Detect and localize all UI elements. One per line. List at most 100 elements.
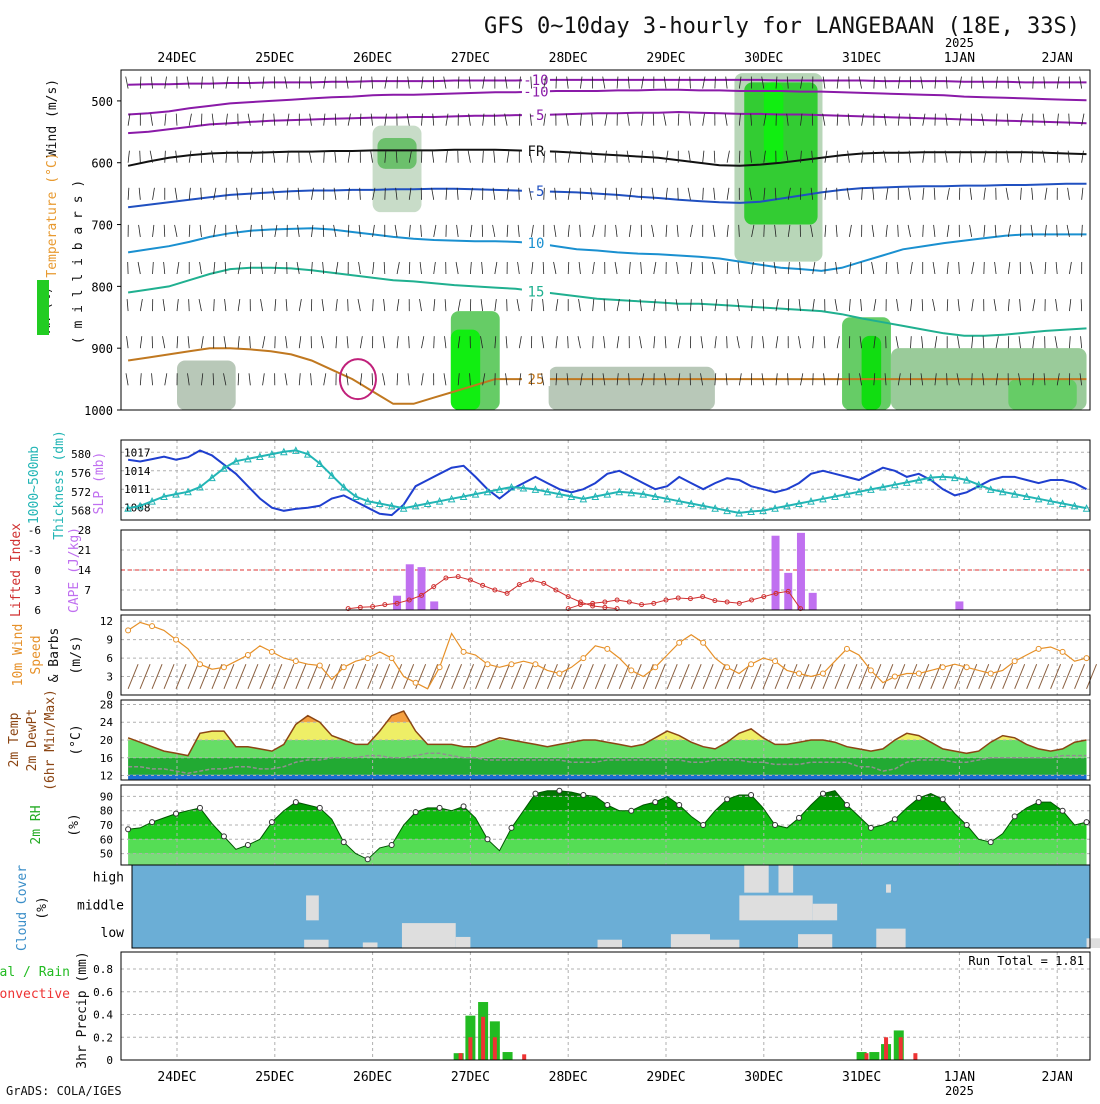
- rh-shade: [764, 82, 784, 162]
- wind-barb: [299, 151, 300, 163]
- wind-barb: [591, 151, 592, 163]
- wind-marker: [533, 662, 538, 667]
- wind-barb: [422, 373, 424, 385]
- wind-marker: [317, 663, 322, 668]
- wind-barb: [238, 299, 240, 311]
- precip-total-bar: [503, 1052, 513, 1060]
- wind-barb: [250, 225, 251, 237]
- top-date-label: 2JAN: [1042, 51, 1073, 66]
- rh-ytick-label: 60: [100, 833, 113, 846]
- rh-marker: [485, 837, 490, 842]
- wind-barb: [739, 151, 740, 163]
- wind-barb: [214, 299, 215, 311]
- wind-marker: [269, 649, 274, 654]
- wind-barb: [886, 225, 887, 237]
- rh-ytick-label: 80: [100, 805, 113, 818]
- wind-barb: [397, 262, 399, 274]
- wind-barb: [542, 336, 544, 348]
- wind-barb: [287, 188, 288, 200]
- wind-marker: [1060, 649, 1065, 654]
- wind-barb: [324, 151, 325, 163]
- wind-barb: [532, 299, 533, 311]
- wind-marker: [413, 680, 418, 685]
- wind-barb: [664, 114, 666, 126]
- wind-barb: [678, 114, 679, 126]
- cloud-background: [132, 865, 1090, 948]
- wind-barb: [127, 336, 129, 348]
- wind-barb: [849, 77, 850, 89]
- wind-barb: [616, 225, 617, 237]
- cloud-middle-bar: [813, 904, 837, 921]
- rh-shade: [1008, 379, 1076, 410]
- wind-barb: [140, 299, 142, 311]
- wind-speed-line: [128, 622, 1086, 688]
- wind-marker: [1012, 659, 1017, 664]
- rh-shade: [862, 336, 882, 410]
- bottom-date-label: 1JAN: [944, 1070, 975, 1085]
- wind-barb: [164, 225, 165, 237]
- cloud-high-bar: [778, 865, 793, 893]
- wind-barb: [409, 225, 410, 237]
- wind-barb: [372, 373, 373, 385]
- wind-barb: [1069, 336, 1070, 348]
- wind-barb: [688, 188, 690, 200]
- wind-barb: [1069, 114, 1070, 126]
- wind-barb: [642, 114, 643, 126]
- wind-barb: [128, 151, 129, 163]
- wind-barb: [677, 262, 679, 274]
- wind-barb: [566, 114, 568, 126]
- wind-barb: [996, 114, 997, 126]
- wind-barb: [628, 114, 630, 126]
- wind-barb: [299, 299, 301, 311]
- wind-barb: [653, 114, 654, 126]
- wind-marker: [461, 649, 466, 654]
- wind-barb: [1081, 299, 1082, 311]
- wind-marker: [892, 674, 897, 679]
- wind-barb: [898, 114, 899, 126]
- contour-label: -5: [528, 108, 545, 124]
- wind-barb: [199, 299, 201, 311]
- wind-barb: [970, 188, 971, 200]
- wind-marker: [245, 653, 250, 658]
- upper-ytick-label: 700: [91, 219, 113, 233]
- wind-marker: [844, 646, 849, 651]
- rh-marker: [844, 803, 849, 808]
- wind-barb: [554, 262, 556, 274]
- wind-barb: [444, 373, 446, 385]
- precip-convective-bar: [864, 1053, 868, 1060]
- wind-barb: [690, 299, 691, 311]
- wind-barb: [1081, 336, 1082, 348]
- wind-barb: [837, 336, 839, 348]
- cape-bar: [406, 564, 414, 610]
- cape-bar: [797, 533, 805, 610]
- wind-marker: [773, 659, 778, 664]
- top-date-label: 29DEC: [646, 51, 685, 66]
- rh-marker: [581, 793, 586, 798]
- wind-barb: [604, 336, 605, 348]
- wind-barb: [126, 77, 128, 89]
- cloud-low-bar: [304, 940, 328, 948]
- precip-run-total: Run Total = 1.81: [968, 954, 1084, 968]
- wind-barb: [495, 262, 497, 274]
- cloud-low-bar: [402, 923, 456, 948]
- rh-band: [121, 782, 1090, 796]
- wind-barb: [322, 299, 324, 311]
- wind-barb: [348, 151, 350, 163]
- wind-barb: [299, 77, 300, 89]
- wind-barb: [580, 114, 581, 126]
- rh-marker: [749, 793, 754, 798]
- wind-barb: [946, 77, 947, 89]
- wind-barb: [617, 77, 618, 89]
- wind-marker: [150, 624, 155, 629]
- top-date-label: 28DEC: [549, 51, 588, 66]
- wind-barb: [1021, 188, 1022, 200]
- rh-marker: [174, 811, 179, 816]
- rh-marker: [269, 820, 274, 825]
- wind-barb: [176, 114, 177, 126]
- wind-barb: [348, 114, 350, 126]
- wind-marker: [964, 665, 969, 670]
- precip-ytick-label: 0: [106, 1054, 113, 1067]
- wind-barb: [677, 225, 678, 237]
- wind-barb: [604, 299, 605, 311]
- wind-barb: [568, 188, 570, 200]
